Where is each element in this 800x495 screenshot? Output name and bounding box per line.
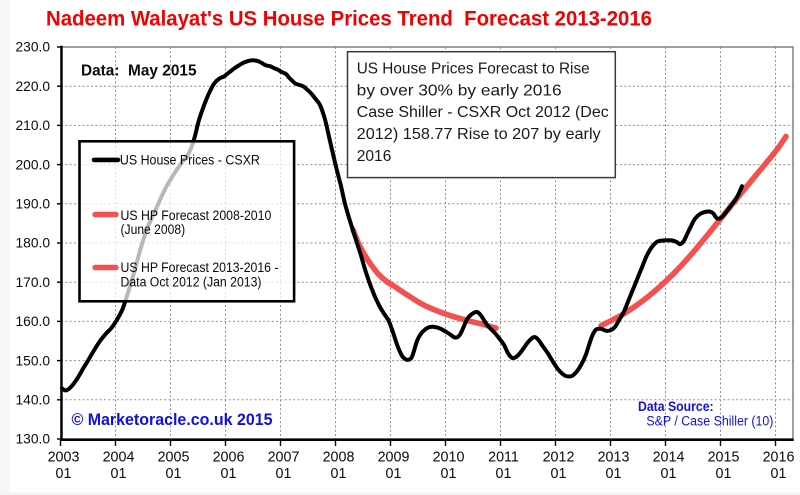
svg-text:180.0: 180.0 (15, 236, 50, 251)
svg-text:01: 01 (221, 466, 237, 482)
svg-text:by over 30% by early 2016: by over 30% by early 2016 (357, 82, 562, 99)
svg-text:150.0: 150.0 (15, 353, 50, 368)
svg-text:01: 01 (771, 466, 787, 482)
svg-text:2016: 2016 (357, 148, 392, 165)
svg-text:01: 01 (441, 466, 457, 482)
svg-text:Data: May 2015: Data: May 2015 (81, 63, 197, 80)
svg-text:2004: 2004 (103, 450, 135, 466)
svg-text:2006: 2006 (213, 450, 245, 466)
svg-text:Case Shiller - CSXR Oct 2012 (: Case Shiller - CSXR Oct 2012 (Dec (357, 104, 609, 121)
svg-text:160.0: 160.0 (15, 314, 50, 329)
svg-text:130.0: 130.0 (15, 432, 50, 447)
svg-text:210.0: 210.0 (15, 118, 50, 133)
svg-text:US HP Forecast 2008-2010: US HP Forecast 2008-2010 (121, 208, 272, 223)
svg-text:S&P / Case Shiller (10): S&P / Case Shiller (10) (646, 413, 773, 428)
svg-text:2007: 2007 (268, 450, 300, 466)
svg-text:01: 01 (496, 466, 512, 482)
svg-text:US House Prices - CSXR: US House Prices - CSXR (120, 153, 260, 168)
svg-text:2003: 2003 (48, 450, 80, 466)
svg-text:01: 01 (386, 466, 402, 482)
svg-text:US HP Forecast 2013-2016 -: US HP Forecast 2013-2016 - (121, 260, 279, 275)
svg-text:01: 01 (276, 466, 292, 482)
svg-text:01: 01 (331, 466, 347, 482)
svg-text:2014: 2014 (653, 450, 685, 466)
svg-text:2015: 2015 (708, 450, 740, 466)
svg-text:2008: 2008 (323, 450, 355, 466)
svg-text:2010: 2010 (433, 450, 465, 466)
svg-text:2012) 158.77 Rise to 207 by ea: 2012) 158.77 Rise to 207 by early (357, 126, 601, 143)
svg-text:2016: 2016 (763, 450, 795, 466)
svg-text:190.0: 190.0 (15, 197, 50, 212)
svg-text:2012: 2012 (543, 450, 575, 466)
svg-text:01: 01 (551, 466, 567, 482)
svg-text:01: 01 (111, 466, 127, 482)
svg-text:220.0: 220.0 (15, 79, 50, 94)
svg-text:Nadeem Walayat's US House Pric: Nadeem Walayat's US House Prices Trend F… (46, 7, 652, 31)
svg-text:2013: 2013 (598, 450, 630, 466)
svg-text:2011: 2011 (488, 450, 519, 466)
svg-text:2005: 2005 (158, 450, 190, 466)
svg-text:01: 01 (166, 466, 182, 482)
svg-text:01: 01 (606, 466, 622, 482)
svg-text:US House Prices Forecast to Ri: US House Prices Forecast to Rise (357, 61, 590, 78)
svg-text:(June 2008): (June 2008) (121, 222, 186, 237)
svg-text:Data Oct 2012 (Jan 2013): Data Oct 2012 (Jan 2013) (121, 275, 262, 290)
svg-text:© Marketoracle.co.uk 2015: © Marketoracle.co.uk 2015 (72, 410, 273, 429)
svg-text:01: 01 (56, 466, 72, 482)
svg-text:230.0: 230.0 (15, 40, 50, 55)
svg-text:01: 01 (661, 466, 677, 482)
svg-text:01: 01 (716, 466, 732, 482)
svg-text:200.0: 200.0 (15, 157, 50, 172)
svg-text:Data Source:: Data Source: (638, 399, 714, 414)
svg-text:140.0: 140.0 (15, 393, 50, 408)
svg-text:170.0: 170.0 (15, 275, 50, 290)
svg-text:2009: 2009 (378, 450, 410, 466)
